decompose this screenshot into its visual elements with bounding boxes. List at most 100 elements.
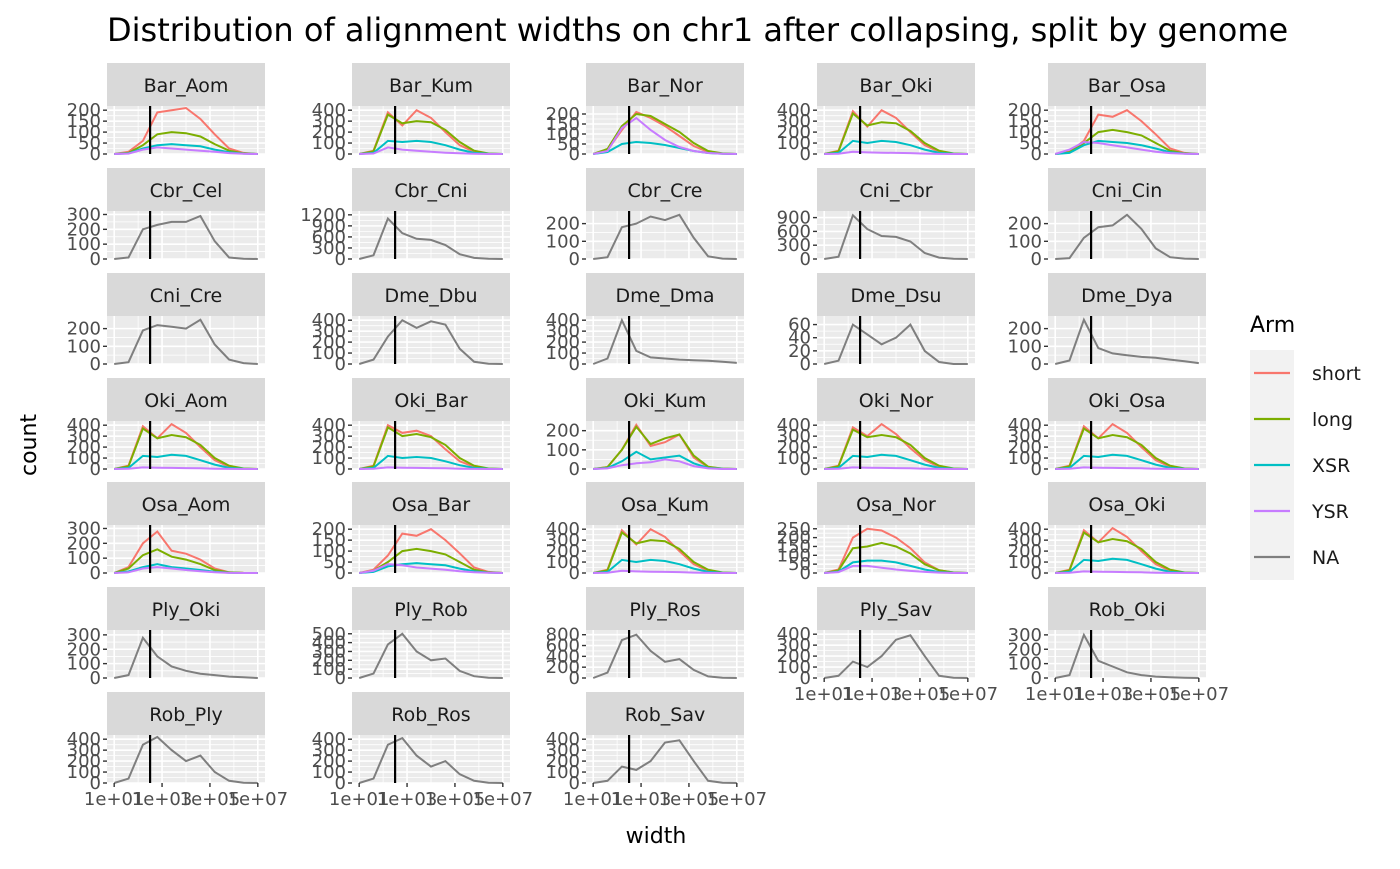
series-line-NA <box>1055 213 1199 260</box>
y-tick-label: 100 <box>777 545 811 566</box>
facet-label: Oki_Bar <box>394 390 467 412</box>
series-line-YSR <box>824 466 968 470</box>
y-tick-label: 100 <box>67 336 101 357</box>
y-tick-label: 200 <box>312 751 346 772</box>
y-tick-label: 300 <box>312 321 346 342</box>
series-line-NA <box>114 214 258 260</box>
y-tick-label: 200 <box>777 528 811 549</box>
y-tick-label: 300 <box>312 238 346 259</box>
facet-label: Rob_Sav <box>625 704 705 726</box>
y-tick-label: 100 <box>312 343 346 364</box>
y-tick-label: 300 <box>67 518 101 539</box>
facet-strip <box>107 482 265 525</box>
series-line-NA <box>358 736 503 784</box>
y-tick-label: 200 <box>312 650 346 671</box>
facet-label: Dme_Dbu <box>384 285 477 307</box>
series-line-YSR <box>114 566 258 574</box>
y-tick-label: 0 <box>800 459 811 480</box>
y-tick-label: 100 <box>1008 654 1042 675</box>
y-tick-label: 400 <box>312 415 346 436</box>
y-tick-label: 800 <box>546 625 580 646</box>
facet-label: Rob_Oki <box>1089 599 1166 621</box>
legend-label-XSR: XSR <box>1312 455 1350 477</box>
facet-label: Cbr_Cel <box>150 180 223 202</box>
y-tick-label: 0 <box>569 144 580 165</box>
y-tick-label: 300 <box>777 426 811 447</box>
y-tick-label: 0 <box>800 144 811 165</box>
y-tick-label: 200 <box>67 437 101 458</box>
y-tick-label: 400 <box>312 100 346 121</box>
y-tick-label: 600 <box>546 636 580 657</box>
facet-label: Osa_Nor <box>856 494 936 516</box>
y-tick-label: 300 <box>546 530 580 551</box>
series-line-long <box>359 113 503 155</box>
y-tick-label: 0 <box>569 354 580 375</box>
y-tick-label: 200 <box>777 646 811 667</box>
x-tick-label: 1e+07 <box>228 789 289 810</box>
y-tick-label: 0 <box>90 144 101 165</box>
y-tick-label: 50 <box>78 133 101 154</box>
facet-label: Bar_Osa <box>1088 75 1167 97</box>
series-line-long <box>824 541 968 574</box>
y-tick-label: 100 <box>1008 231 1042 252</box>
x-tick-label: 1e+05 <box>1121 684 1182 705</box>
facet-label: Bar_Kum <box>389 75 473 97</box>
facet-strip <box>352 273 510 316</box>
x-tick-label: 1e+03 <box>1073 684 1134 705</box>
facet-strip <box>586 168 744 211</box>
y-tick-label: 100 <box>777 133 811 154</box>
y-tick-label: 100 <box>546 762 580 783</box>
y-tick-label: 100 <box>777 657 811 678</box>
x-tick-label: 1e+07 <box>473 789 534 810</box>
y-tick-label: 0 <box>800 563 811 584</box>
series-line-YSR <box>593 569 737 574</box>
series-line-NA <box>1055 632 1199 679</box>
y-tick-label: 0 <box>90 459 101 480</box>
facet-strip <box>1048 378 1206 421</box>
y-tick-label: 40 <box>788 328 811 349</box>
facet-label: Cni_Cin <box>1092 180 1163 202</box>
y-tick-label: 0 <box>1031 563 1042 584</box>
legend: Arm short long XSR YSR NA <box>1250 313 1361 580</box>
x-tick-label: 1e+01 <box>1025 684 1086 705</box>
x-tick-label: 1e+05 <box>425 789 486 810</box>
y-tick-label: 0 <box>335 354 346 375</box>
y-tick-label: 200 <box>67 319 101 340</box>
y-tick-label: 300 <box>67 204 101 225</box>
series-line-NA <box>824 634 968 679</box>
y-tick-label: 400 <box>312 729 346 750</box>
facet-label: Oki_Aom <box>144 390 228 412</box>
y-tick-label: 100 <box>546 440 580 461</box>
facet-strip <box>107 692 265 735</box>
series-line-YSR <box>1055 466 1199 470</box>
facet-label: Ply_Sav <box>860 599 932 621</box>
facet-strip <box>352 587 510 630</box>
facet-strip <box>586 692 744 735</box>
y-tick-label: 300 <box>1008 530 1042 551</box>
y-tick-label: 300 <box>777 111 811 132</box>
y-tick-label: 300 <box>312 111 346 132</box>
x-tick-label: 1e+03 <box>132 789 193 810</box>
y-tick-label: 900 <box>777 208 811 229</box>
y-tick-label: 0 <box>569 773 580 794</box>
facet-label: Osa_Kum <box>621 494 709 516</box>
y-tick-label: 200 <box>1008 437 1042 458</box>
series-line-YSR <box>824 564 968 574</box>
y-tick-label: 50 <box>788 554 811 575</box>
y-tick-label: 100 <box>1008 552 1042 573</box>
y-tick-label: 100 <box>67 448 101 469</box>
facet-label: Oki_Nor <box>859 390 934 412</box>
facet-label: Dme_Dsu <box>851 285 942 307</box>
y-tick-label: 300 <box>312 426 346 447</box>
